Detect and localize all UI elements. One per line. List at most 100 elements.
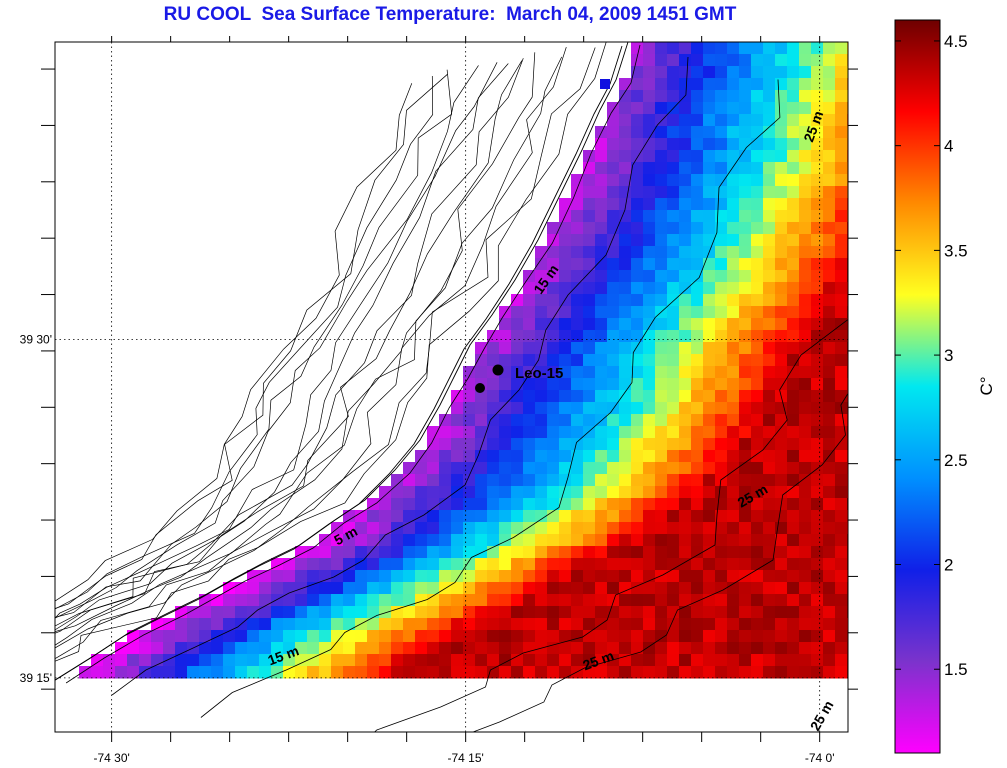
sst-cell <box>691 246 704 259</box>
sst-cell <box>295 570 308 583</box>
sst-cell <box>523 474 536 487</box>
sst-cell <box>487 498 500 511</box>
sst-cell <box>595 282 608 295</box>
sst-cell <box>583 474 596 487</box>
sst-cell <box>691 366 704 379</box>
sst-cell <box>607 210 620 223</box>
sst-cell <box>691 474 704 487</box>
sst-cell <box>655 186 668 199</box>
marsh-outline <box>55 62 498 619</box>
sst-cell <box>691 78 704 91</box>
sst-cell <box>535 498 548 511</box>
sst-cell <box>631 330 644 343</box>
sst-cell <box>763 522 776 535</box>
sst-cell <box>715 558 728 571</box>
sst-cell <box>535 582 548 595</box>
sst-cell <box>715 198 728 211</box>
sst-cell <box>391 474 404 487</box>
sst-cell <box>715 390 728 403</box>
sst-cell <box>691 462 704 475</box>
sst-cell <box>703 198 716 211</box>
sst-cell <box>823 162 836 175</box>
sst-cell <box>667 534 680 547</box>
sst-cell <box>775 222 788 235</box>
sst-cell <box>775 126 788 139</box>
sst-cell <box>619 270 632 283</box>
sst-cell <box>511 618 524 631</box>
sst-cell <box>763 126 776 139</box>
sst-cell <box>667 174 680 187</box>
sst-cell <box>787 534 800 547</box>
sst-cell <box>559 366 572 379</box>
sst-cell <box>727 258 740 271</box>
sst-cell <box>583 282 596 295</box>
sst-cell <box>667 138 680 151</box>
sst-cell <box>751 318 764 331</box>
sst-cell <box>583 378 596 391</box>
sst-cell <box>415 582 428 595</box>
sst-cell <box>727 582 740 595</box>
sst-cell <box>595 234 608 247</box>
sst-cell <box>679 606 692 619</box>
sst-cell <box>823 174 836 187</box>
sst-cell <box>811 90 824 103</box>
sst-cell <box>343 642 356 655</box>
sst-cell <box>667 582 680 595</box>
sst-cell <box>751 102 764 115</box>
sst-cell <box>799 426 812 439</box>
sst-cell <box>715 546 728 559</box>
sst-cell <box>823 234 836 247</box>
sst-cell <box>787 330 800 343</box>
sst-cell <box>691 450 704 463</box>
sst-cell <box>847 258 848 271</box>
sst-cell <box>691 426 704 439</box>
sst-cell <box>823 54 836 67</box>
sst-cell <box>583 558 596 571</box>
sst-cell <box>763 66 776 79</box>
sst-cell <box>847 78 848 91</box>
sst-cell <box>643 486 656 499</box>
sst-cell <box>823 642 836 655</box>
sst-cell <box>679 114 692 127</box>
sst-cell <box>835 102 848 115</box>
sst-cell <box>799 462 812 475</box>
sst-cell <box>559 594 572 607</box>
sst-cell <box>523 354 536 367</box>
sst-cell <box>847 378 848 391</box>
sst-cell <box>751 462 764 475</box>
sst-cell <box>667 666 680 679</box>
sst-cell <box>715 306 728 319</box>
sst-cell <box>331 546 344 559</box>
sst-cell <box>655 618 668 631</box>
sst-cell <box>511 318 524 331</box>
sst-cell <box>379 654 392 667</box>
sst-cell <box>787 630 800 643</box>
sst-cell <box>739 594 752 607</box>
sst-cell <box>295 594 308 607</box>
sst-cell <box>559 666 572 679</box>
sst-cell <box>799 78 812 91</box>
sst-cell <box>583 594 596 607</box>
sst-cell <box>727 210 740 223</box>
sst-cell <box>811 438 824 451</box>
sst-cell <box>595 270 608 283</box>
sst-cell <box>763 462 776 475</box>
sst-cell <box>787 450 800 463</box>
sst-cell <box>535 666 548 679</box>
sst-cell <box>619 390 632 403</box>
sst-cell <box>535 294 548 307</box>
sst-cell <box>571 666 584 679</box>
sst-cell <box>715 114 728 127</box>
sst-cell <box>643 414 656 427</box>
sst-cell <box>823 66 836 79</box>
sst-cell <box>751 222 764 235</box>
sst-cell <box>451 570 464 583</box>
sst-cell <box>763 294 776 307</box>
sst-cell <box>607 174 620 187</box>
sst-cell <box>367 654 380 667</box>
sst-cell <box>571 222 584 235</box>
sst-cell <box>619 498 632 511</box>
sst-cell <box>727 126 740 139</box>
sst-cell <box>583 270 596 283</box>
sst-cell <box>763 246 776 259</box>
